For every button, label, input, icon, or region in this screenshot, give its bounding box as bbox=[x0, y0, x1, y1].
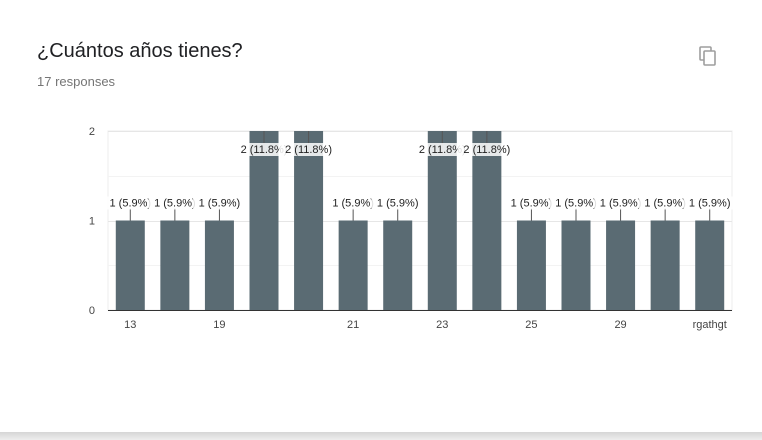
data-label: 1 (5.9%) bbox=[377, 198, 419, 210]
data-label: 1 (5.9%) bbox=[154, 198, 196, 210]
x-tick-label: 19 bbox=[213, 319, 225, 331]
bar bbox=[650, 220, 680, 310]
x-tick-label: 25 bbox=[525, 319, 537, 331]
bar bbox=[249, 131, 279, 310]
data-label: 2 (11.8%) bbox=[285, 144, 332, 156]
data-label: 2 (11.8%) bbox=[241, 144, 288, 156]
x-tick-label: 21 bbox=[347, 319, 359, 331]
y-tick-label: 2 bbox=[89, 126, 95, 138]
x-tick-label: rgathgt bbox=[693, 319, 727, 331]
data-label-bg bbox=[371, 196, 425, 210]
bar bbox=[160, 220, 190, 310]
bar bbox=[606, 220, 636, 310]
bar bbox=[338, 220, 368, 310]
bar bbox=[204, 220, 234, 310]
bar bbox=[294, 131, 324, 310]
data-label: 1 (5.9%) bbox=[109, 198, 151, 210]
bar bbox=[383, 220, 413, 310]
data-label-bg bbox=[326, 196, 380, 210]
bar bbox=[695, 220, 725, 310]
data-label-bg bbox=[279, 143, 339, 156]
data-label: 1 (5.9%) bbox=[689, 198, 731, 210]
card-bottom-shadow bbox=[0, 432, 762, 440]
copy-icon[interactable] bbox=[696, 44, 720, 68]
x-tick-label: 13 bbox=[124, 319, 136, 331]
data-label-bg bbox=[594, 196, 647, 210]
bar bbox=[516, 220, 546, 310]
x-tick-label: 23 bbox=[436, 319, 448, 331]
bar bbox=[115, 220, 145, 310]
data-label-bg bbox=[234, 143, 294, 156]
data-label-bg bbox=[638, 196, 692, 210]
bar bbox=[427, 131, 457, 310]
plot-frame bbox=[107, 130, 733, 311]
data-label-bg bbox=[457, 143, 517, 156]
data-label: 1 (5.9%) bbox=[644, 198, 686, 210]
bar bbox=[561, 220, 591, 310]
y-tick-label: 0 bbox=[89, 305, 95, 317]
data-label: 1 (5.9%) bbox=[199, 198, 241, 210]
data-label-bg bbox=[193, 196, 246, 210]
data-label: 1 (5.9%) bbox=[511, 198, 553, 210]
data-label: 1 (5.9%) bbox=[332, 198, 374, 210]
question-title: ¿Cuántos años tienes? bbox=[37, 40, 243, 62]
x-tick-label: 29 bbox=[614, 319, 626, 331]
data-label: 2 (11.8%) bbox=[419, 144, 466, 156]
data-label-bg bbox=[148, 196, 202, 210]
data-label: 1 (5.9%) bbox=[555, 198, 597, 210]
y-tick-label: 1 bbox=[89, 216, 95, 228]
data-label-bg bbox=[683, 196, 737, 210]
data-label-bg bbox=[549, 196, 603, 210]
data-label-bg bbox=[505, 196, 558, 210]
response-count: 17 responses bbox=[37, 74, 116, 89]
data-label-bg bbox=[412, 143, 472, 156]
data-label: 1 (5.9%) bbox=[600, 198, 642, 210]
data-label: 2 (11.8%) bbox=[463, 144, 510, 156]
bar bbox=[472, 131, 502, 310]
data-label-bg bbox=[103, 196, 157, 210]
